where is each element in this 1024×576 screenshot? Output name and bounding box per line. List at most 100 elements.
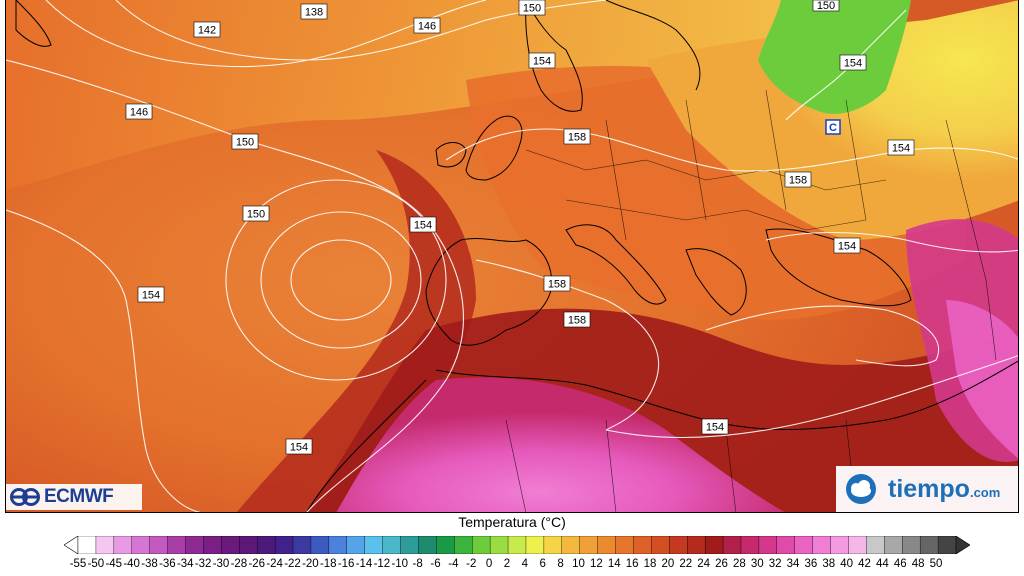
legend-tick-label: -50	[87, 558, 105, 570]
legend-tick-label: 16	[625, 558, 639, 570]
legend-color-swatch	[794, 536, 814, 554]
legend-tick-label: 26	[715, 558, 728, 570]
sahara-hot-region	[336, 377, 785, 512]
legend-color-swatch	[525, 536, 545, 554]
legend-color-swatch	[722, 536, 742, 554]
legend-color-swatch	[77, 536, 97, 554]
legend-color-swatch	[310, 536, 330, 554]
legend-tick-label: 0	[485, 558, 493, 570]
tiempo-logo: tiempo.com	[836, 466, 1018, 512]
legend-tick-label: -18	[319, 558, 337, 570]
legend-color-swatch	[687, 536, 706, 554]
legend-color-swatch	[812, 536, 832, 554]
legend-color-swatch	[561, 536, 581, 554]
legend-color-swatch	[328, 536, 348, 554]
legend-color-swatch	[758, 536, 778, 554]
legend-tick-label: 48	[911, 558, 925, 570]
isobar-label: 154	[844, 58, 862, 70]
legend-title: Temperatura (°C)	[458, 514, 566, 530]
legend-color-swatch	[669, 536, 688, 554]
legend-color-swatch	[489, 536, 509, 554]
legend-color-swatch	[472, 536, 491, 554]
legend-color-swatch	[400, 536, 420, 554]
tiempo-logo-text: tiempo.com	[888, 475, 1000, 504]
legend-tick-label: -55	[69, 558, 87, 570]
legend-tick-label: -38	[141, 558, 158, 570]
isobar-label: 154	[414, 220, 432, 232]
legend-tick-label: -22	[284, 558, 301, 570]
ecmwf-logo: ECMWF	[6, 484, 142, 510]
legend-tick-label: 2	[503, 558, 511, 570]
legend-tick-label: -34	[176, 558, 194, 570]
low-pressure-label: C	[829, 122, 837, 134]
legend-tick-label: 50	[929, 558, 943, 570]
low-pressure-marker: C	[825, 119, 841, 135]
legend-tick-label: 38	[822, 558, 836, 570]
legend-color-swatch	[579, 536, 599, 554]
legend-color-swatch	[866, 536, 885, 554]
tiempo-domain-suffix: .com	[969, 484, 1001, 500]
legend-tick-label: -32	[194, 558, 212, 570]
legend-tick-label: 30	[750, 558, 764, 570]
legend-color-swatch	[848, 536, 868, 554]
legend-tick-label: -20	[302, 558, 319, 570]
legend-arrow-left	[64, 536, 79, 554]
legend-tick-label: -40	[123, 558, 140, 570]
legend-color-swatch	[346, 536, 366, 554]
legend-tick-label: 22	[679, 558, 693, 570]
isobar-label: 154	[290, 442, 308, 454]
legend-tick-label: -16	[337, 558, 355, 570]
legend-color-swatch	[185, 536, 205, 554]
legend-color-swatch	[597, 536, 617, 554]
isobar-label: 150	[247, 209, 265, 221]
legend-color-swatch	[651, 536, 670, 554]
temperature-color-scale	[64, 536, 970, 554]
legend-tick-label: 18	[643, 558, 657, 570]
legend-color-swatch	[937, 536, 957, 554]
legend-tick-label: 12	[589, 558, 603, 570]
isobar-label: 146	[418, 21, 436, 33]
legend-tick-label: 6	[539, 558, 546, 570]
legend-color-swatch	[633, 536, 652, 554]
legend-tick-label: 20	[661, 558, 675, 570]
legend-tick-label: -12	[373, 558, 391, 570]
legend-tick-label: 8	[557, 558, 564, 570]
legend-tick-label: -8	[412, 558, 423, 570]
isobar-label: 142	[198, 25, 216, 37]
legend-tick-label: 28	[732, 558, 746, 570]
legend-tick-label: 10	[572, 558, 585, 570]
legend-tick-label: 36	[804, 558, 818, 570]
legend-color-swatch	[95, 536, 115, 554]
legend-color-swatch	[919, 536, 939, 554]
ecmwf-logo-icon	[10, 488, 40, 506]
legend-color-swatch	[615, 536, 635, 554]
isobar-label: 150	[236, 137, 254, 149]
legend-tick-label: 46	[893, 558, 907, 570]
legend-color-swatch	[740, 536, 760, 554]
legend-color-swatch	[239, 536, 258, 554]
legend-tick-label: 42	[858, 558, 871, 570]
legend-tick-label: 24	[697, 558, 711, 570]
isobar-label: 154	[838, 241, 856, 253]
legend-color-swatch	[167, 536, 187, 554]
legend-tick-label: -26	[248, 558, 266, 570]
legend-color-swatch	[776, 536, 796, 554]
isobar-label: 158	[568, 315, 586, 327]
legend-color-swatch	[418, 536, 437, 554]
legend-arrow-right	[955, 536, 970, 554]
legend-tick-label: 34	[786, 558, 800, 570]
weather-map: 138 142 146 146 150 150 150 150 154 154 …	[5, 0, 1019, 513]
legend-color-swatch	[704, 536, 724, 554]
tiempo-brand: tiempo	[888, 474, 970, 503]
legend-color-swatch	[902, 536, 921, 554]
legend-color-swatch	[884, 536, 903, 554]
legend-color-swatch	[256, 536, 276, 554]
legend-color-swatch	[149, 536, 169, 554]
legend-color-swatch	[382, 536, 402, 554]
legend-tick-label: 32	[768, 558, 782, 570]
isobar-labels: 138 142 146 146 150 150 150 150 154 154 …	[125, 0, 915, 455]
isobar-label: 154	[533, 56, 551, 68]
legend-color-swatch	[292, 536, 312, 554]
legend-color-swatch	[830, 536, 850, 554]
legend-tick-label: -4	[448, 558, 459, 570]
